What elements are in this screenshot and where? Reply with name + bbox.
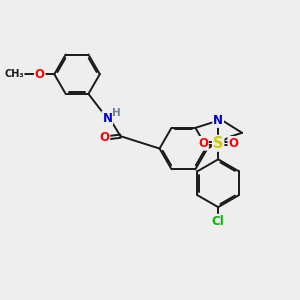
Text: O: O xyxy=(198,137,208,150)
Text: N: N xyxy=(213,114,223,127)
Text: N: N xyxy=(102,112,112,124)
Text: Cl: Cl xyxy=(212,214,224,228)
Text: O: O xyxy=(228,137,238,150)
Text: O: O xyxy=(100,131,110,144)
Text: H: H xyxy=(112,108,121,118)
Text: O: O xyxy=(35,68,45,81)
Text: CH₃: CH₃ xyxy=(4,69,24,79)
Text: S: S xyxy=(213,136,224,151)
